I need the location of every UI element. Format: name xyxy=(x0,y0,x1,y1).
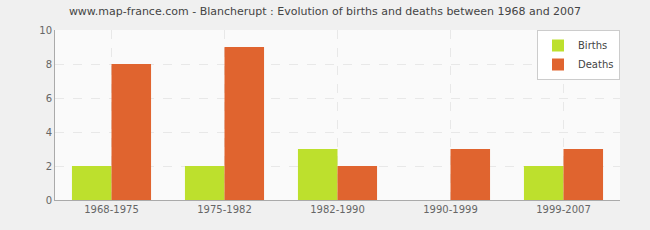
svg-text:1990-1999: 1990-1999 xyxy=(423,204,478,215)
svg-text:4: 4 xyxy=(46,127,52,138)
svg-text:1975-1982: 1975-1982 xyxy=(197,204,252,215)
svg-text:1968-1975: 1968-1975 xyxy=(84,204,139,215)
svg-text:10: 10 xyxy=(39,25,52,36)
svg-text:www.map-france.com - Blancheru: www.map-france.com - Blancherupt : Evolu… xyxy=(69,5,581,18)
svg-text:1982-1990: 1982-1990 xyxy=(310,204,365,215)
svg-text:Births: Births xyxy=(578,40,607,51)
svg-text:1999-2007: 1999-2007 xyxy=(536,204,591,215)
svg-text:2: 2 xyxy=(46,161,52,172)
svg-text:0: 0 xyxy=(46,195,52,206)
svg-text:6: 6 xyxy=(46,93,52,104)
svg-text:8: 8 xyxy=(46,59,52,70)
svg-text:Deaths: Deaths xyxy=(578,59,613,70)
